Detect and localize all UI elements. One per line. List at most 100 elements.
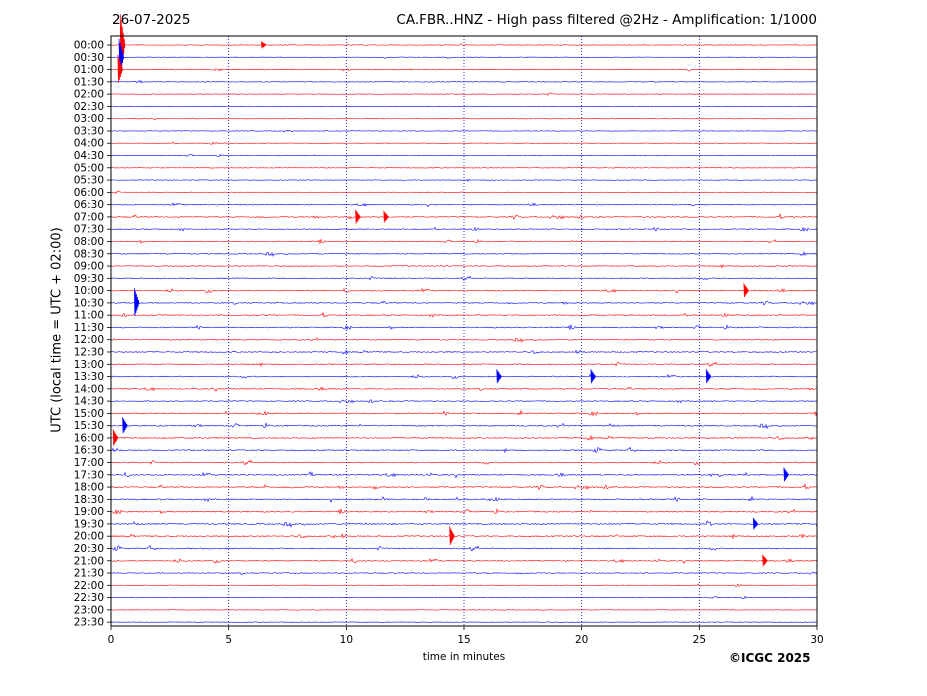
y-tick-label: 01:00 <box>74 64 104 76</box>
trace-line <box>110 483 818 491</box>
trace-line <box>110 446 818 454</box>
plot-date: 26-07-2025 <box>112 12 191 28</box>
y-tick-label: 16:00 <box>74 432 104 444</box>
y-tick-label: 04:00 <box>74 138 104 150</box>
event-mark <box>762 554 768 567</box>
y-tick-label: 08:30 <box>74 248 104 260</box>
y-tick-label: 09:00 <box>74 261 104 273</box>
y-tick-label: 00:00 <box>74 40 104 52</box>
trace-line <box>110 349 818 355</box>
trace-line <box>110 43 818 47</box>
x-tick-label: 0 <box>108 634 115 646</box>
y-tick-label: 04:30 <box>74 150 104 162</box>
y-tick-label: 19:00 <box>74 506 104 518</box>
y-tick-label: 01:30 <box>74 76 104 88</box>
x-tick-group: 0 5 10 15 20 25 30 <box>108 626 824 646</box>
y-tick-label: 19:30 <box>74 518 104 530</box>
y-tick-label: 10:00 <box>74 285 104 297</box>
y-tick-label: 10:30 <box>74 297 104 309</box>
x-tick-label: 10 <box>340 634 353 646</box>
y-tick-label: 06:30 <box>74 199 104 211</box>
trace-line <box>110 533 818 540</box>
y-tick-label: 11:00 <box>74 310 104 322</box>
trace-line <box>110 153 818 157</box>
y-tick-label: 13:00 <box>74 359 104 371</box>
event-mark <box>496 369 502 384</box>
trace-line <box>110 311 818 318</box>
y-tick-label: 05:00 <box>74 162 104 174</box>
event-mark <box>705 369 712 384</box>
y-tick-label: 05:30 <box>74 175 104 187</box>
x-tick-label: 5 <box>225 634 232 646</box>
trace-line <box>110 496 818 503</box>
x-tick-label: 15 <box>457 634 470 646</box>
event-mark <box>122 417 128 434</box>
y-tick-label: 15:00 <box>74 408 104 420</box>
trace-line <box>110 238 818 245</box>
y-tick-label: 00:30 <box>74 52 104 64</box>
y-tick-label: 18:00 <box>74 482 104 494</box>
y-tick-label: 17:30 <box>74 469 104 481</box>
trace-line <box>110 129 818 133</box>
event-mark <box>133 288 140 317</box>
y-tick-label: 21:00 <box>74 555 104 567</box>
trace-line <box>110 92 818 96</box>
event-mark <box>449 526 455 546</box>
event-mark <box>261 41 267 49</box>
trace-line <box>110 226 818 233</box>
y-tick-label: 12:00 <box>74 334 104 346</box>
copyright-notice: ©ICGC 2025 <box>729 651 811 665</box>
y-tick-label: 02:00 <box>74 89 104 101</box>
y-tick-label: 14:00 <box>74 383 104 395</box>
y-tick-label: 17:00 <box>74 457 104 469</box>
grid-group <box>228 36 700 626</box>
y-tick-label: 18:30 <box>74 494 104 506</box>
trace-line <box>110 264 818 269</box>
event-mark <box>383 210 389 223</box>
x-tick-label: 30 <box>810 634 823 646</box>
y-tick-label: 22:30 <box>74 592 104 604</box>
y-tick-label: 03:00 <box>74 113 104 125</box>
y-tick-label: 16:30 <box>74 445 104 457</box>
trace-line <box>110 287 818 294</box>
y-axis-label: UTC (local time = UTC + 02:00) <box>49 227 65 433</box>
trace-line <box>110 167 818 169</box>
trace-line <box>110 251 818 257</box>
trace-line <box>110 386 818 392</box>
trace-line <box>110 434 818 441</box>
x-tick-label: 25 <box>693 634 706 646</box>
y-tick-label: 03:30 <box>74 125 104 137</box>
y-tick-label: 02:30 <box>74 101 104 113</box>
trace-line <box>110 422 818 430</box>
y-tick-label: 21:30 <box>74 568 104 580</box>
trace-line <box>110 118 818 121</box>
trace-line <box>110 399 818 404</box>
y-tick-label: 08:00 <box>74 236 104 248</box>
y-tick-label: 07:30 <box>74 224 104 236</box>
y-tick-label: 09:30 <box>74 273 104 285</box>
trace-line <box>110 557 818 565</box>
y-tick-label: 22:00 <box>74 580 104 592</box>
trace-line <box>110 361 818 368</box>
trace-line <box>110 571 818 575</box>
plot-title: CA.FBR..HNZ - High pass filtered @2Hz - … <box>396 12 817 28</box>
trace-line <box>110 275 818 281</box>
trace-line <box>110 105 818 108</box>
trace-line <box>110 520 818 528</box>
event-mark <box>783 467 789 482</box>
event-mark <box>743 283 749 298</box>
y-tick-label: 11:30 <box>74 322 104 334</box>
y-tick-label: 06:00 <box>74 187 104 199</box>
y-tick-group: 00:0000:3001:0001:3002:0002:3003:0003:30… <box>74 40 111 629</box>
event-mark <box>355 209 361 224</box>
x-axis-label: time in minutes <box>422 651 506 663</box>
event-mark <box>752 517 759 530</box>
y-tick-label: 13:30 <box>74 371 104 383</box>
trace-line <box>110 459 818 466</box>
event-mark <box>112 429 119 446</box>
y-tick-label: 23:30 <box>74 617 104 629</box>
y-tick-label: 12:30 <box>74 347 104 359</box>
trace-line <box>110 409 818 417</box>
y-tick-label: 20:30 <box>74 543 104 555</box>
